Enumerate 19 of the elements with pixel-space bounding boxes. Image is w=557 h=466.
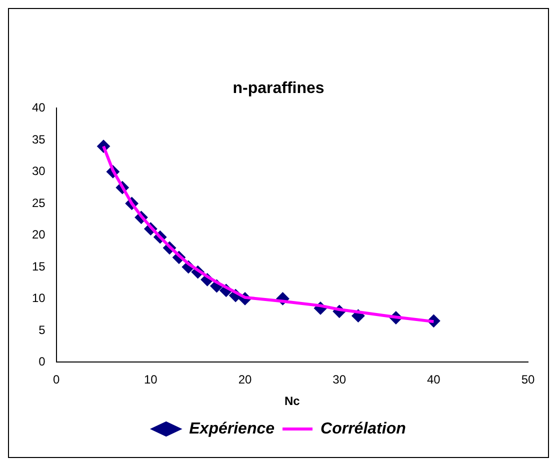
legend-label: Corrélation	[320, 420, 406, 438]
x-tick-label: 40	[426, 372, 441, 387]
y-tick-label: 20	[32, 228, 46, 242]
y-tick-label: 5	[38, 322, 46, 337]
x-tick-label: 30	[332, 372, 346, 387]
y-tick-label: 30	[32, 164, 46, 178]
y-tick-label: 15	[32, 259, 46, 274]
x-tick-label: 20	[238, 372, 252, 387]
x-tick-label: 0	[53, 372, 60, 387]
y-tick-label: 0	[38, 354, 46, 369]
y-tick-label: 35	[32, 132, 46, 146]
chart-title: n-paraffines	[232, 80, 324, 98]
x-axis-title: Nc	[284, 394, 300, 408]
x-tick-label: 10	[144, 372, 158, 387]
y-tick-label: 40	[32, 100, 46, 115]
legend-label: Expérience	[189, 420, 275, 438]
y-tick-label: 25	[32, 196, 46, 210]
y-tick-label: 10	[32, 291, 46, 306]
x-tick-label: 50	[521, 372, 535, 387]
